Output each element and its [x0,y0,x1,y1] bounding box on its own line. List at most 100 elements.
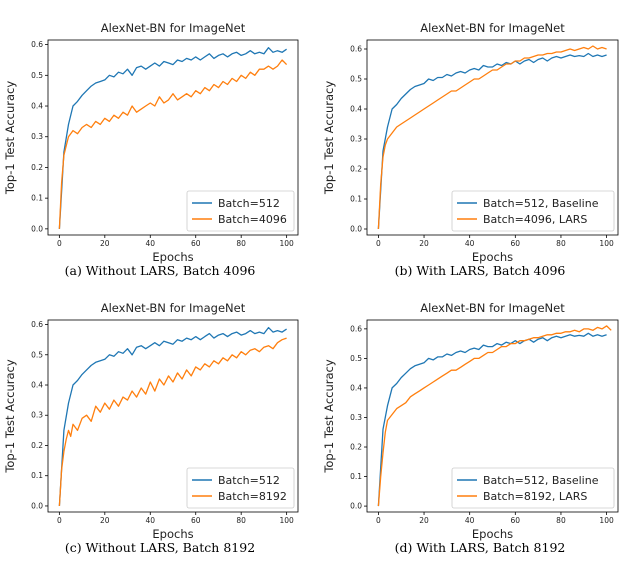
x-tick-label: 80 [556,239,566,248]
legend-label-1: Batch=512 [218,197,280,210]
legend-label-1: Batch=512, Baseline [483,197,599,210]
series-line-2 [377,45,607,230]
y-tick-label: 0.3 [350,135,362,144]
y-tick-label: 0.3 [31,411,43,420]
y-tick-label: 0.4 [350,383,362,392]
y-axis-label: Top-1 Test Accuracy [322,81,336,196]
x-axis-label: Epochs [472,250,513,264]
y-tick-label: 0.3 [350,413,362,422]
x-tick-label: 0 [376,516,381,525]
x-tick-label: 40 [465,516,475,525]
x-tick-label: 20 [100,516,110,525]
chart-title: AlexNet-BN for ImageNet [420,301,565,315]
x-tick-label: 80 [556,516,566,525]
series-line-1 [58,47,287,229]
x-axis-label: Epochs [472,527,513,541]
chart-panel-b: AlexNet-BN for ImageNet Epochs Top-1 Tes… [320,10,640,264]
x-tick-label: 60 [191,239,201,248]
series-line-2 [58,59,288,229]
x-tick-label: 100 [279,516,294,525]
series-line-1 [58,326,287,507]
x-tick-label: 40 [145,239,155,248]
legend-box [186,467,295,509]
y-axis-label: Top-1 Test Accuracy [322,359,336,474]
caption-c: (c) Without LARS, Batch 8192 [64,540,256,555]
plot-frame [366,39,619,236]
series-line-1 [377,52,607,230]
legend-label-2: Batch=8192, LARS [483,490,587,503]
x-tick-label: 0 [376,239,381,248]
y-tick-label: 0.1 [350,472,362,481]
y-tick-label: 0.4 [31,381,43,390]
chart-d-svg: AlexNet-BN for ImageNet Epochs Top-1 Tes… [322,301,619,541]
y-axis-label: Top-1 Test Accuracy [3,81,17,196]
y-tick-label: 0.2 [31,441,43,450]
y-tick-label: 0.5 [350,75,362,84]
series-line-2 [377,325,612,507]
x-tick-label: 60 [511,239,521,248]
y-tick-label: 0.5 [31,71,43,80]
y-tick-label: 0.6 [350,324,362,333]
chart-c-svg: AlexNet-BN for ImageNet Epochs Top-1 Tes… [3,301,299,541]
x-tick-label: 0 [57,239,62,248]
y-tick-label: 0.1 [350,195,362,204]
chart-a-svg: AlexNet-BN for ImageNet Epochs Top-1 Tes… [3,21,299,264]
chart-title: AlexNet-BN for ImageNet [101,301,246,315]
y-tick-label: 0.0 [350,225,362,234]
x-tick-label: 40 [465,239,475,248]
legend-label-1: Batch=512 [218,474,280,487]
legend-label-2: Batch=4096 [218,213,287,226]
x-tick-label: 100 [599,239,614,248]
x-tick-label: 0 [57,516,62,525]
series-line-1 [377,332,607,507]
y-tick-label: 0.5 [31,350,43,359]
y-tick-label: 0.2 [31,163,43,172]
x-tick-label: 80 [236,239,246,248]
x-tick-label: 20 [100,239,110,248]
y-tick-label: 0.3 [31,132,43,141]
caption-a: (a) Without LARS, Batch 4096 [64,263,256,278]
chart-panel-c: AlexNet-BN for ImageNet Epochs Top-1 Tes… [0,290,320,541]
y-tick-label: 0.0 [350,502,362,511]
legend-box [451,190,615,232]
legend-box [451,467,615,509]
series-line-2 [58,337,287,507]
x-tick-label: 80 [236,516,246,525]
x-tick-label: 60 [191,516,201,525]
y-tick-label: 0.0 [31,224,43,233]
plot-frame [47,39,299,236]
y-tick-label: 0.2 [350,165,362,174]
caption-b: (b) With LARS, Batch 4096 [394,263,566,278]
x-axis-label: Epochs [152,527,193,541]
legend-label-2: Batch=4096, LARS [483,213,587,226]
x-tick-label: 40 [145,516,155,525]
y-tick-label: 0.1 [31,471,43,480]
legend-label-2: Batch=8192 [218,490,287,503]
x-tick-label: 100 [599,516,614,525]
x-tick-label: 20 [419,239,429,248]
y-tick-label: 0.6 [350,45,362,54]
y-axis-label: Top-1 Test Accuracy [3,359,17,474]
y-tick-label: 0.6 [31,40,43,49]
legend-label-1: Batch=512, Baseline [483,474,599,487]
y-tick-label: 0.4 [350,105,362,114]
chart-title: AlexNet-BN for ImageNet [420,21,565,35]
x-tick-label: 20 [419,516,429,525]
plot-frame [47,319,299,513]
y-tick-label: 0.5 [350,354,362,363]
plot-frame [366,319,619,513]
chart-panel-d: AlexNet-BN for ImageNet Epochs Top-1 Tes… [320,290,640,541]
y-tick-label: 0.1 [31,194,43,203]
caption-d: (d) With LARS, Batch 8192 [394,540,566,555]
x-tick-label: 60 [511,516,521,525]
chart-title: AlexNet-BN for ImageNet [101,21,246,35]
y-tick-label: 0.2 [350,443,362,452]
legend-box [186,190,295,232]
y-tick-label: 0.0 [31,501,43,510]
y-tick-label: 0.4 [31,102,43,111]
y-tick-label: 0.6 [31,320,43,329]
x-tick-label: 100 [279,239,294,248]
x-axis-label: Epochs [152,250,193,264]
chart-panel-a: AlexNet-BN for ImageNet Epochs Top-1 Tes… [0,10,320,264]
chart-b-svg: AlexNet-BN for ImageNet Epochs Top-1 Tes… [322,21,619,264]
